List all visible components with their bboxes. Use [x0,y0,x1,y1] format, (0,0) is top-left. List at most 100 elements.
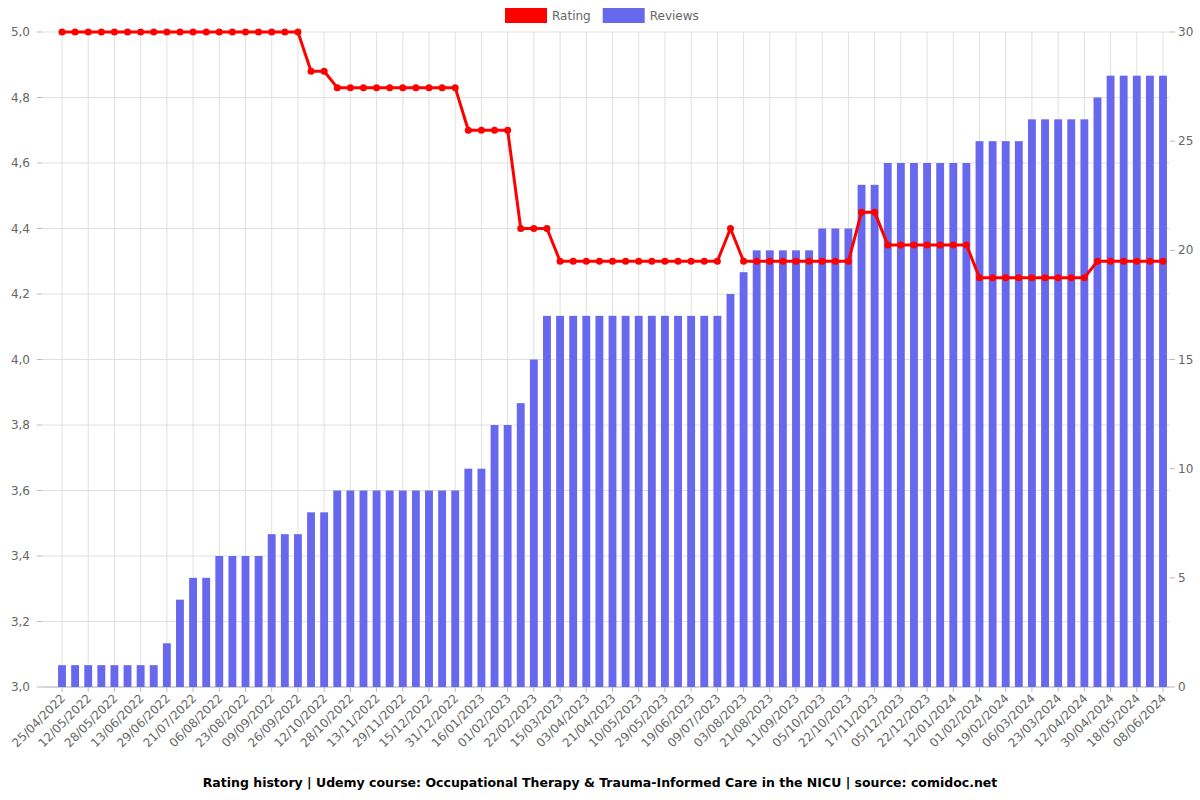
x-tick [1110,687,1111,692]
marker [937,241,944,248]
bar [346,491,354,688]
bar [687,316,695,687]
grid-line [42,359,1170,360]
x-tick [350,687,351,692]
marker [793,258,800,265]
y2-tick-label: 5 [1178,571,1186,585]
marker [622,258,629,265]
bar [727,294,735,687]
bar [582,316,590,687]
y-tick [37,228,42,229]
bar [700,316,708,687]
bar [569,316,577,687]
marker [373,84,380,91]
x-tick [402,687,403,692]
bar [792,250,800,687]
bar [176,600,184,687]
grid-line [42,556,1170,557]
bar [464,469,472,687]
bar [110,665,118,687]
bar [477,469,485,687]
x-tick [245,687,246,692]
marker [386,84,393,91]
bar [307,512,315,687]
x-tick [612,687,613,692]
marker [727,225,734,232]
grid-line [42,425,1170,426]
marker [779,258,786,265]
bar [805,250,813,687]
x-tick [455,687,456,692]
bar [923,163,931,687]
bar [386,491,394,688]
bar [491,425,499,687]
x-tick [638,687,639,692]
x-tick [1005,687,1006,692]
x-tick [166,687,167,692]
marker [963,241,970,248]
marker [1081,274,1088,281]
legend-label: Rating [552,9,591,23]
y-tick [37,97,42,98]
marker [150,29,157,36]
marker [924,241,931,248]
y-tick [37,490,42,491]
y-tick [37,163,42,164]
marker [845,258,852,265]
bar [294,534,302,687]
bar [163,643,171,687]
y2-tick [1170,141,1175,142]
bar [228,556,236,687]
marker [1028,274,1035,281]
y2-tick-label: 30 [1178,25,1193,39]
x-tick [481,687,482,692]
marker [583,258,590,265]
bar [202,578,210,687]
y2-tick [1170,468,1175,469]
bar [635,316,643,687]
marker [688,258,695,265]
x-tick [1136,687,1137,692]
marker [609,258,616,265]
x-tick [114,687,115,692]
marker [98,29,105,36]
marker [426,84,433,91]
bar [137,665,145,687]
bar [1159,76,1167,687]
x-tick [664,687,665,692]
x-tick [62,687,63,692]
y-tick-label: 4,6 [11,156,30,170]
marker [740,258,747,265]
y-tick [37,687,42,688]
y-tick-label: 3,2 [11,615,30,629]
grid-line [42,294,1170,295]
legend-label: Reviews [650,9,699,23]
bar [936,163,944,687]
marker [255,29,262,36]
marker [570,258,577,265]
bar [609,316,617,687]
marker [753,258,760,265]
marker [85,29,92,36]
marker [163,29,170,36]
marker [294,29,301,36]
bar [556,316,564,687]
bar [962,163,970,687]
marker [72,29,79,36]
y2-tick-label: 10 [1178,462,1193,476]
y-tick-label: 4,0 [11,353,30,367]
marker [517,225,524,232]
marker [1002,274,1009,281]
marker [1094,258,1101,265]
marker [1146,258,1153,265]
y-tick [37,556,42,557]
grid-line-x [166,32,167,687]
marker [871,209,878,216]
bar [648,316,656,687]
marker [360,84,367,91]
y2-tick [1170,32,1175,33]
marker [897,241,904,248]
x-tick [874,687,875,692]
bar [949,163,957,687]
x-tick [586,687,587,692]
